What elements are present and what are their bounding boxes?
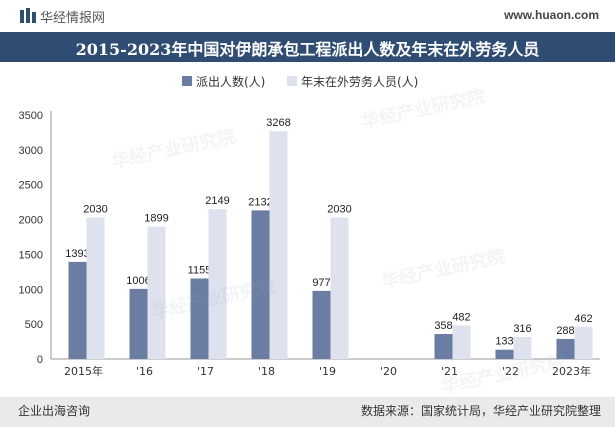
x-tick-label: '22 [502, 365, 519, 378]
data-label-series2: 3268 [266, 117, 290, 129]
bar-series2 [86, 217, 105, 359]
y-tick-label: 500 [25, 319, 43, 331]
data-label-series1: 288 [556, 325, 574, 337]
bar-series1 [68, 261, 87, 359]
bar-series1 [129, 288, 148, 359]
x-tick-label: 2015年 [64, 364, 103, 378]
x-tick-label: '21 [441, 365, 458, 378]
data-label-series1: 133 [495, 336, 513, 348]
footer-bar [0, 397, 615, 427]
data-label-series2: 2030 [83, 203, 107, 215]
y-tick-label: 2500 [19, 180, 43, 192]
x-tick-label: 2023年 [552, 364, 591, 378]
bar-series1 [190, 278, 209, 359]
data-label-series2: 2030 [327, 203, 351, 215]
title-bar [0, 32, 615, 62]
data-label-series1: 1006 [126, 275, 150, 287]
data-label-series2: 462 [574, 313, 592, 325]
bar-series1 [312, 290, 331, 359]
x-tick-label: '19 [319, 365, 336, 378]
y-tick-label: 0 [37, 354, 43, 366]
bar-series1 [434, 334, 453, 359]
bar-series1 [556, 338, 575, 359]
legend-label-series2: 年末在外劳务人员(人) [301, 75, 419, 89]
brand-name: 华经情报网 [40, 11, 106, 26]
data-label-series1: 1155 [188, 264, 212, 276]
legend: 派出人数(人) 年末在外劳务人员(人) [0, 72, 615, 92]
data-label-series2: 316 [513, 323, 531, 335]
bar-series2 [269, 131, 288, 359]
data-label-series1: 977 [312, 277, 330, 289]
x-tick-label: '18 [258, 365, 275, 378]
bar-series2 [452, 325, 471, 359]
footer-source: 数据来源：国家统计局，华经产业研究院整理 [360, 404, 601, 418]
y-tick-label: 3000 [19, 145, 43, 157]
bar-series2 [330, 217, 349, 359]
data-label-series2: 482 [452, 311, 470, 323]
bar-series2 [574, 326, 593, 359]
x-tick-label: '17 [197, 365, 214, 378]
top-header: 华经情报网 www.huaon.com [0, 0, 615, 32]
logo-icon [20, 8, 36, 23]
y-tick-label: 3500 [19, 110, 43, 122]
data-label-series2: 1899 [144, 213, 168, 225]
bar-series1 [251, 210, 270, 359]
data-label-series1: 358 [434, 320, 452, 332]
x-tick-label: '16 [136, 365, 153, 378]
bar-series2 [513, 336, 532, 359]
legend-swatch-series1 [182, 76, 192, 86]
bar-series2 [208, 209, 227, 359]
legend-swatch-series2 [287, 76, 297, 86]
data-label-series2: 2149 [205, 195, 229, 207]
bar-series1 [495, 349, 514, 359]
y-tick-label: 1000 [19, 284, 43, 296]
y-tick-label: 2000 [19, 215, 43, 227]
y-tick-label: 1500 [19, 249, 43, 261]
site-url: www.huaon.com [504, 8, 599, 22]
data-label-series1: 2132 [248, 196, 272, 208]
footer-left-text: 企业出海咨询 [18, 404, 91, 418]
bar-series2 [147, 226, 166, 359]
legend-label-series1: 派出人数(人) [196, 75, 266, 89]
bar-chart: 0 500 1000 1500 2000 2500 3000 3500 1393 2030 2015… [19, 110, 600, 378]
data-label-series1: 1393 [65, 248, 89, 260]
chart-title: 2015-2023年中国对伊朗承包工程派出人数及年末在外劳务人员 [75, 40, 540, 59]
x-tick-label: '20 [380, 365, 397, 378]
